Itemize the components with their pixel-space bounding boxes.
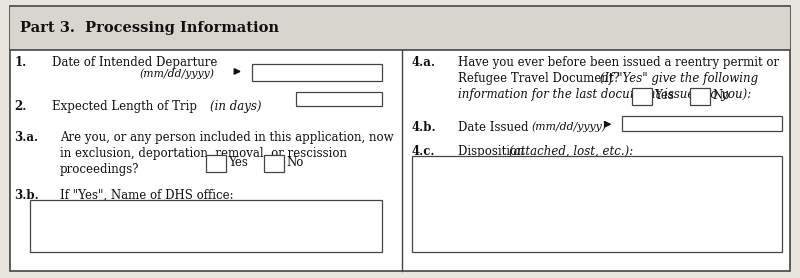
Text: (If "Yes" give the following: (If "Yes" give the following xyxy=(596,72,758,85)
FancyBboxPatch shape xyxy=(412,156,782,252)
Text: Part 3.  Processing Information: Part 3. Processing Information xyxy=(20,21,279,36)
Text: Date of Intended Departure: Date of Intended Departure xyxy=(52,56,218,69)
Text: (mm/dd/yyyy): (mm/dd/yyyy) xyxy=(140,68,215,79)
Text: If "Yes", Name of DHS office:: If "Yes", Name of DHS office: xyxy=(60,189,234,202)
Text: Have you ever before been issued a reentry permit or: Have you ever before been issued a reent… xyxy=(458,56,778,69)
Text: Disposition: Disposition xyxy=(458,145,528,158)
FancyBboxPatch shape xyxy=(632,88,652,105)
FancyBboxPatch shape xyxy=(30,200,382,252)
Text: 2.: 2. xyxy=(14,100,26,113)
Text: Date Issued: Date Issued xyxy=(458,121,528,135)
Text: (mm/dd/yyyy): (mm/dd/yyyy) xyxy=(531,121,606,132)
Text: 3.a.: 3.a. xyxy=(14,131,38,144)
Text: 4.c.: 4.c. xyxy=(412,145,435,158)
Text: 3.b.: 3.b. xyxy=(14,189,39,202)
FancyBboxPatch shape xyxy=(252,64,382,81)
FancyBboxPatch shape xyxy=(622,116,782,131)
Text: Refugee Travel Document?: Refugee Travel Document? xyxy=(458,72,619,85)
Text: No: No xyxy=(286,156,304,169)
Text: Yes: Yes xyxy=(228,156,248,169)
Text: 4.a.: 4.a. xyxy=(412,56,436,69)
Text: Are you, or any person included in this application, now: Are you, or any person included in this … xyxy=(60,131,394,144)
Text: (in days): (in days) xyxy=(210,100,261,113)
Text: Yes: Yes xyxy=(654,89,674,102)
Text: 4.b.: 4.b. xyxy=(412,121,437,135)
Text: No: No xyxy=(712,89,730,102)
Text: 1.: 1. xyxy=(14,56,26,69)
Text: proceedings?: proceedings? xyxy=(60,163,139,176)
FancyBboxPatch shape xyxy=(690,88,710,105)
FancyBboxPatch shape xyxy=(264,155,284,172)
FancyBboxPatch shape xyxy=(10,6,790,271)
FancyBboxPatch shape xyxy=(206,155,226,172)
Text: in exclusion, deportation, removal, or rescission: in exclusion, deportation, removal, or r… xyxy=(60,147,347,160)
Text: information for the last document issued to you):: information for the last document issued… xyxy=(458,88,751,101)
FancyBboxPatch shape xyxy=(10,7,790,50)
FancyBboxPatch shape xyxy=(296,92,382,106)
Text: Expected Length of Trip: Expected Length of Trip xyxy=(52,100,201,113)
Text: (attached, lost, etc.):: (attached, lost, etc.): xyxy=(509,145,633,158)
